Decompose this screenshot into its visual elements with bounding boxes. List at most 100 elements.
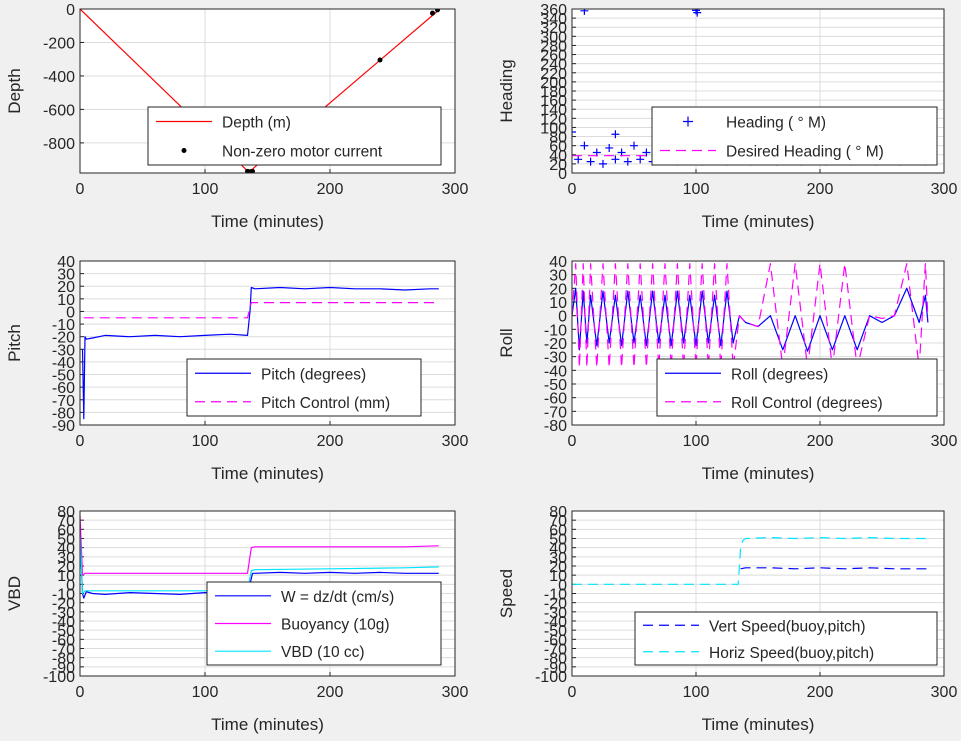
y-tick-label: -70 — [52, 393, 75, 410]
data-point — [377, 57, 383, 63]
data-point — [586, 157, 595, 166]
y-tick-label: -80 — [544, 651, 567, 668]
y-tick-label: -800 — [43, 136, 75, 153]
y-tick-label: -10 — [52, 317, 75, 334]
y-tick-label: 20 — [57, 559, 75, 576]
y-tick-label: -50 — [544, 377, 567, 394]
y-tick-label: -40 — [52, 614, 75, 631]
legend: Vert Speed(buoy,pitch) Horiz Speed(buoy,p… — [634, 611, 938, 666]
y-tick-label: 280 — [540, 38, 567, 55]
y-tick-label: -30 — [544, 350, 567, 367]
series-group — [81, 286, 439, 420]
data-point — [611, 155, 620, 164]
x-tick-label: 100 — [683, 433, 710, 450]
y-tick-label: 10 — [549, 295, 567, 312]
legend-label: Roll Control (degrees) — [731, 395, 883, 412]
y-tick-label: 40 — [549, 254, 567, 271]
y-tick-label: 20 — [549, 559, 567, 576]
chart-panel-heading: 0 100 200 300020406080100120140160180200220… — [497, 2, 957, 231]
x-tick-label: 100 — [683, 181, 710, 198]
chart-panel-speed: 0 100 200 300-100-90-80-70-60-50-40-30-20-1… — [497, 504, 957, 734]
y-tick-label: 320 — [540, 20, 567, 37]
y-tick-label: 70 — [549, 513, 567, 530]
y-tick-label: -40 — [544, 363, 567, 380]
x-tick-label: 100 — [192, 433, 219, 450]
y-tick-label: 50 — [549, 532, 567, 549]
x-axis-label: Time (minutes) — [702, 464, 815, 483]
legend: Roll (degrees) Roll Control (degrees) — [656, 358, 938, 417]
y-tick-label: 20 — [549, 281, 567, 298]
y-tick-label: -80 — [52, 651, 75, 668]
x-axis-label: Time (minutes) — [211, 212, 324, 231]
data-point — [630, 141, 638, 150]
x-tick-label: 200 — [807, 181, 834, 198]
y-tick-label: 0 — [558, 577, 567, 594]
y-tick-label: 200 — [540, 75, 567, 92]
y-tick-label: -50 — [544, 623, 567, 640]
x-tick-label: 100 — [683, 684, 710, 701]
y-tick-label: 0 — [66, 577, 75, 594]
series-group — [80, 9, 441, 173]
y-axis-label: Depth — [5, 68, 24, 113]
x-tick-label: 100 — [192, 684, 219, 701]
series-pitch-degrees — [81, 286, 439, 420]
y-tick-label: -10 — [52, 587, 75, 604]
y-tick-label: 40 — [57, 541, 75, 558]
y-tick-label: 80 — [57, 504, 75, 521]
axes-frame — [571, 510, 945, 677]
y-axis-label: Heading — [497, 59, 516, 122]
y-tick-label: 140 — [540, 102, 567, 119]
y-axis-label: Pitch — [5, 324, 24, 362]
y-tick-label: -600 — [43, 102, 75, 119]
y-tick-label: 10 — [57, 568, 75, 585]
x-tick-label: 300 — [931, 684, 958, 701]
y-tick-label: 260 — [540, 48, 567, 65]
legend-label: Non-zero motor current — [222, 144, 383, 161]
legend-label: Horiz Speed(buoy,pitch) — [709, 645, 874, 662]
legend-label: W = dz/dt (cm/s) — [281, 589, 394, 606]
y-tick-label: 100 — [540, 120, 567, 137]
x-tick-label: 0 — [76, 181, 85, 198]
x-tick-label: 0 — [568, 684, 577, 701]
y-tick-label: 0 — [66, 2, 75, 19]
y-tick-label: -70 — [544, 642, 567, 659]
legend-label: Pitch Control (mm) — [261, 395, 390, 412]
legend-label: Depth (m) — [222, 115, 291, 132]
legend-label: Vert Speed(buoy,pitch) — [709, 618, 866, 635]
y-tick-label: -100 — [535, 669, 567, 686]
x-tick-label: 100 — [192, 181, 219, 198]
y-tick-label: -10 — [544, 587, 567, 604]
data-point — [580, 141, 589, 150]
y-tick-label: -30 — [52, 342, 75, 359]
series-group — [572, 537, 928, 585]
data-point — [580, 9, 589, 15]
x-tick-label: 0 — [568, 433, 577, 450]
legend-label: VBD (10 cc) — [281, 644, 365, 661]
legend-marker — [683, 116, 693, 127]
y-tick-label: 80 — [549, 504, 567, 521]
chart-panel-depth: 0 100 200 300 0 -200 -400 -600 -800 Time (minutes… — [5, 2, 468, 231]
data-point — [642, 148, 651, 157]
y-tick-label: 60 — [57, 522, 75, 539]
data-point — [611, 130, 620, 139]
y-tick-label: -30 — [52, 605, 75, 622]
legend-box — [147, 106, 442, 166]
data-point — [599, 159, 607, 168]
x-tick-label: 200 — [317, 181, 344, 198]
y-tick-label: -200 — [43, 35, 75, 52]
x-tick-label: 300 — [931, 181, 958, 198]
data-point — [572, 128, 576, 136]
legend-label: Pitch (degrees) — [261, 366, 366, 383]
legend: Heading ( ° M) Desired Heading ( ° M) — [651, 106, 938, 166]
data-point — [430, 10, 435, 16]
y-tick-label: -60 — [52, 380, 75, 397]
y-tick-label: 80 — [549, 130, 567, 147]
chart-panel-pitch: 0 100 200 300-90-80-70-60-50-40-30-20-10010… — [5, 254, 468, 483]
y-tick-label: -60 — [544, 391, 567, 408]
y-tick-label: -400 — [43, 69, 75, 86]
y-tick-label: -70 — [544, 404, 567, 421]
x-axis-label: Time (minutes) — [702, 715, 815, 734]
legend-box — [186, 358, 422, 417]
legend: Pitch (degrees) Pitch Control (mm) — [186, 358, 422, 417]
axes-frame — [79, 510, 456, 677]
